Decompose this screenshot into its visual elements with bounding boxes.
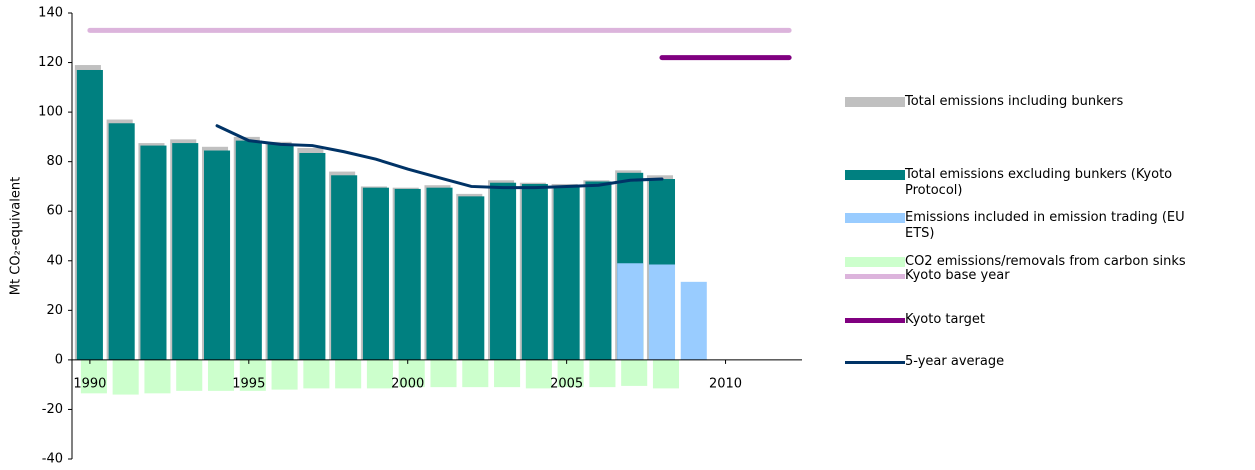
bar [112, 359, 139, 395]
bar [267, 144, 294, 360]
bar [585, 181, 612, 360]
legend-swatch [845, 167, 905, 183]
legend-label: CO2 emissions/removals from carbon sinks [905, 254, 1186, 269]
x-tick-label: 1995 [232, 376, 265, 391]
legend-item: 5-year average [845, 354, 1245, 370]
bar [108, 123, 135, 360]
bar [458, 196, 485, 360]
x-tick-label: 2010 [709, 376, 742, 391]
legend-item: Total emissions excluding bunkers (Kyoto… [845, 167, 1245, 199]
y-tick-label: 60 [46, 204, 63, 219]
y-tick-label: 20 [46, 303, 63, 318]
bar [494, 359, 521, 388]
bar [621, 359, 648, 386]
y-tick-label: 100 [38, 105, 63, 120]
legend-swatch [845, 354, 905, 370]
bar [366, 359, 393, 389]
bar [490, 182, 517, 360]
bar [557, 359, 584, 388]
bar [617, 263, 644, 360]
bar [589, 359, 616, 388]
legend-label: Total emissions including bunkers [905, 94, 1124, 109]
legend-label: Emissions included in emission trading (… [905, 210, 1185, 241]
bar [398, 359, 425, 388]
bar [140, 145, 167, 360]
legend-item: Emissions included in emission trading (… [845, 210, 1245, 242]
bar [207, 359, 235, 391]
y-axis-label: Mt CO₂-equivalent [9, 177, 24, 295]
legend-swatch [845, 210, 905, 226]
legend-swatch [845, 94, 905, 110]
line-series [215, 124, 664, 190]
bar [239, 359, 266, 391]
bar [648, 264, 676, 360]
x-tick-label: 2000 [391, 376, 424, 391]
bar [680, 281, 707, 360]
bar [303, 359, 330, 389]
plot: Mt CO₂-equivalent -40 -20 0 20 40 60 80 100 120 1… [9, 6, 802, 467]
y-tick-label: 120 [38, 55, 63, 70]
legend-swatch [845, 268, 905, 284]
legend-swatch [845, 312, 905, 328]
legend-item: Kyoto base year [845, 268, 1245, 284]
y-tick-label: 0 [55, 352, 63, 367]
bar [76, 69, 103, 360]
y-tick-label: -20 [42, 402, 63, 417]
bar [652, 359, 680, 389]
bar [525, 359, 552, 389]
x-tick-label: 2005 [550, 376, 583, 391]
y-tick-label: 140 [38, 6, 63, 21]
legend-label: Kyoto base year [905, 268, 1010, 283]
bar [172, 143, 199, 360]
bar [521, 183, 548, 360]
bar [362, 187, 389, 360]
x-tick-label: 1990 [73, 376, 106, 391]
bar [271, 359, 298, 390]
bar [144, 359, 171, 394]
bar [80, 359, 107, 394]
legend-label: 5-year average [905, 354, 1005, 369]
bar [299, 152, 326, 360]
bar [203, 150, 231, 360]
bar [394, 188, 421, 360]
legend-swatch [845, 254, 905, 270]
bar [462, 359, 489, 388]
legend-label: Total emissions excluding bunkers (Kyoto… [905, 167, 1173, 198]
bar [176, 359, 203, 391]
bar [335, 359, 362, 389]
bar [553, 186, 580, 360]
legend-item: Kyoto target [845, 312, 1245, 328]
y-tick-label: -40 [42, 452, 63, 467]
bar [235, 140, 262, 360]
legend-item: CO2 emissions/removals from carbon sinks [845, 254, 1245, 270]
legend-item: Total emissions including bunkers [845, 94, 1245, 110]
y-tick-label: 40 [46, 253, 63, 268]
legend-label: Kyoto target [905, 312, 985, 327]
bar [331, 175, 358, 360]
y-tick-label: 80 [46, 154, 63, 169]
bar [430, 359, 457, 388]
bar [426, 187, 453, 360]
